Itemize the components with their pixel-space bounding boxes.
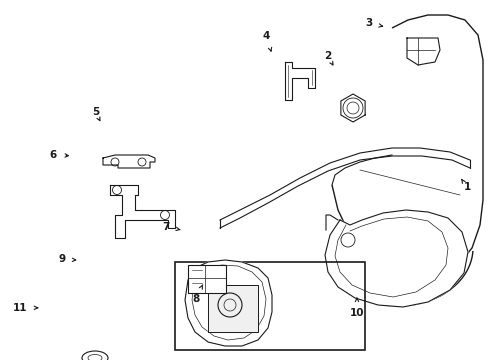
Text: 5: 5 (92, 107, 100, 121)
Text: 7: 7 (162, 222, 180, 232)
Ellipse shape (82, 351, 108, 360)
Text: 9: 9 (58, 254, 76, 264)
Polygon shape (325, 210, 467, 307)
Polygon shape (406, 38, 439, 65)
Polygon shape (207, 285, 258, 332)
Polygon shape (184, 260, 271, 346)
Polygon shape (285, 62, 314, 100)
Bar (187, 265, 225, 293)
Text: 2: 2 (324, 51, 332, 65)
Polygon shape (340, 94, 365, 122)
Polygon shape (110, 185, 175, 238)
Text: 3: 3 (365, 18, 382, 28)
Text: 1: 1 (461, 179, 469, 192)
Bar (175, 262, 364, 350)
Text: 10: 10 (349, 298, 364, 318)
Text: 11: 11 (13, 303, 38, 313)
Text: 8: 8 (192, 285, 203, 304)
Polygon shape (103, 155, 155, 168)
Text: 6: 6 (49, 150, 68, 160)
Text: 4: 4 (262, 31, 271, 51)
